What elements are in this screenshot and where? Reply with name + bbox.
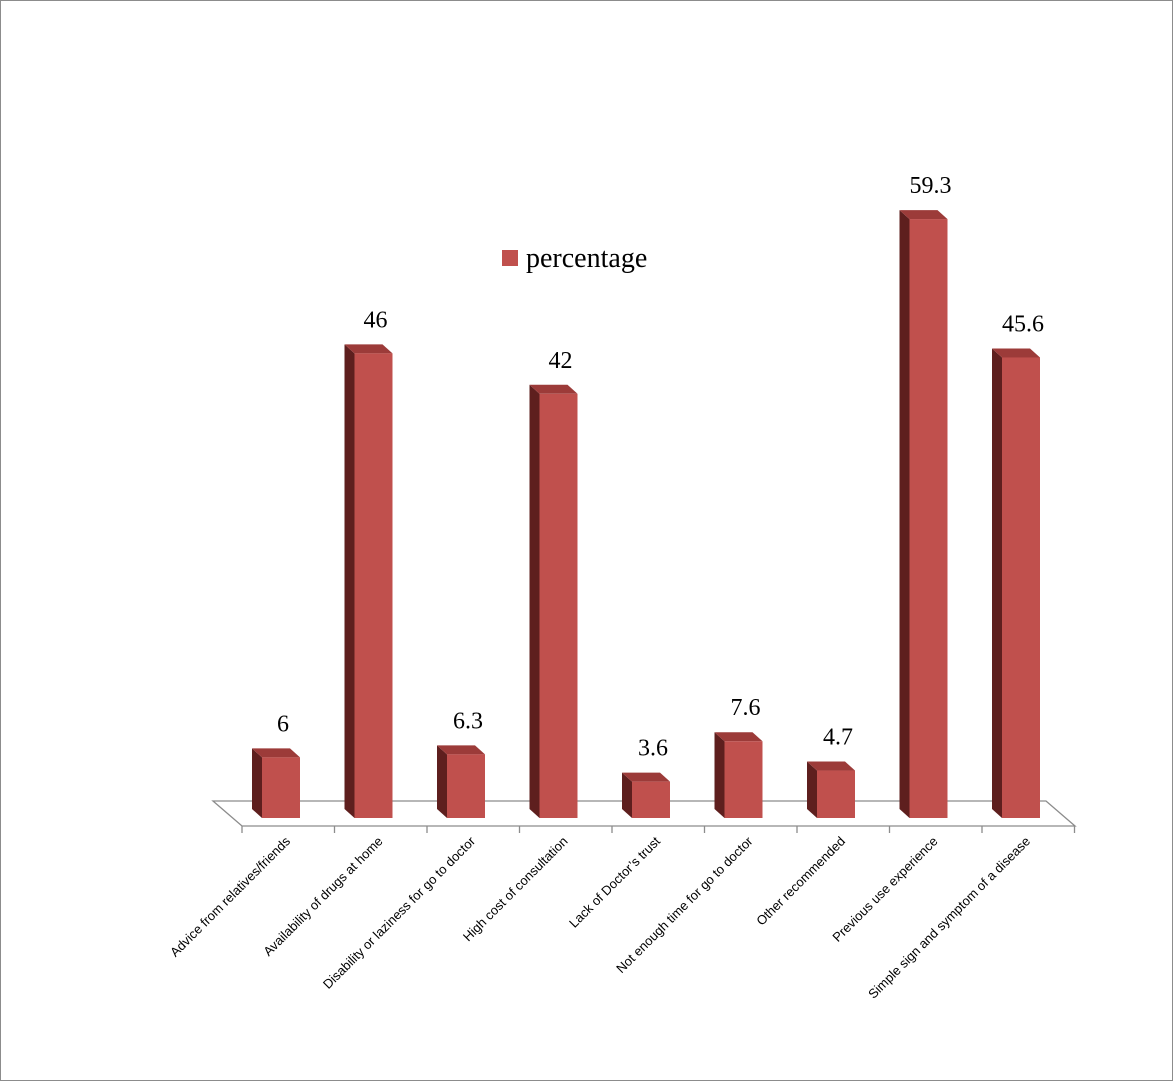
category-label: Lack of Doctor’s trust (566, 833, 663, 930)
bar-top (714, 732, 763, 742)
bar-side (992, 348, 1002, 818)
bar (714, 732, 763, 818)
bar-top (807, 761, 855, 771)
category-label: High cost of consultation (460, 834, 571, 945)
bar-side (714, 732, 725, 818)
category-label: Disability or laziness for go to doctor (320, 833, 479, 992)
bar (899, 210, 948, 818)
bar (622, 772, 670, 818)
category-labels: Advice from relatives/friendsAvailabilit… (167, 833, 1033, 1001)
bar-front (447, 754, 485, 818)
bar-side (622, 772, 632, 818)
category-label: Previous use experience (829, 834, 940, 945)
bar-front (817, 770, 855, 818)
bar-top (992, 348, 1040, 358)
data-labels: 6 46 6.3 42 3.6 7.6 4.7 59.3 45.6 (277, 173, 1044, 762)
bar (252, 748, 300, 818)
legend-swatch (502, 250, 518, 266)
bar-front (354, 353, 393, 818)
bar-side (807, 761, 817, 818)
bar (529, 384, 578, 818)
bars (252, 210, 1040, 818)
bar-top (622, 772, 670, 782)
bar-top (899, 210, 948, 220)
data-label: 3.6 (638, 736, 668, 762)
data-label: 59.3 (910, 173, 952, 199)
bar-side (344, 344, 355, 818)
bar-top (529, 384, 578, 394)
bar-front (1002, 357, 1040, 818)
bar-front (632, 781, 670, 818)
bar-side (529, 384, 540, 818)
legend-label: percentage (526, 243, 647, 274)
bar (992, 348, 1040, 818)
bar-front (539, 393, 578, 818)
data-label: 6 (277, 711, 289, 737)
bar-top (437, 745, 485, 755)
category-label: Simple sign and symptom of a disease (865, 834, 1033, 1002)
bar (437, 745, 485, 818)
data-label: 6.3 (453, 708, 483, 734)
bar (344, 344, 393, 818)
bar (807, 761, 855, 818)
data-label: 4.7 (823, 725, 853, 751)
data-label: 42 (549, 348, 573, 374)
bar-side (437, 745, 447, 818)
category-label: Other recommended (753, 834, 848, 929)
bar-side (899, 210, 910, 818)
data-label: 45.6 (1002, 311, 1044, 337)
bar-front (262, 757, 300, 818)
legend: percentage (502, 243, 647, 274)
data-label: 7.6 (731, 695, 761, 721)
data-label: 46 (364, 307, 388, 333)
bar-front (724, 741, 763, 818)
bar-top (344, 344, 393, 354)
bar-side (252, 748, 262, 818)
bar-front (909, 219, 948, 818)
bar-top (252, 748, 300, 758)
